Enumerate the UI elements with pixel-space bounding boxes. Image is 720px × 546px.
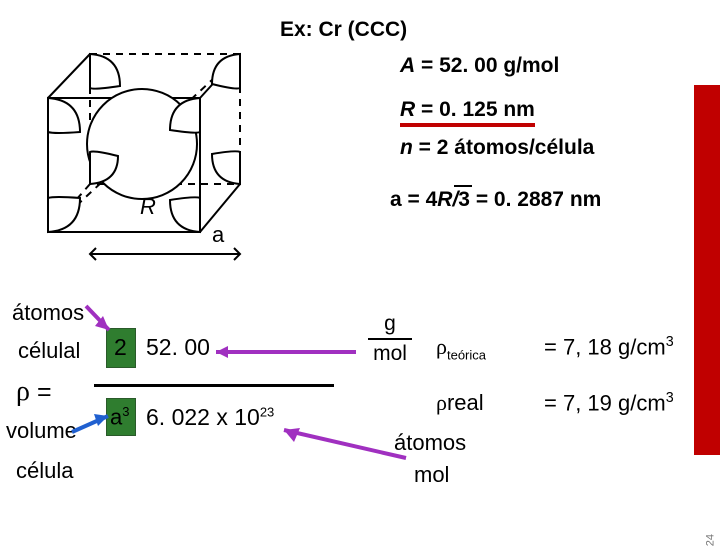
param-R: R = 0. 125 nm: [400, 98, 535, 127]
rho-real-value: = 7, 19 g/cm3: [544, 390, 674, 416]
unit-g-per-mol: g mol: [368, 312, 412, 366]
numerator-A: 52. 00: [146, 334, 210, 361]
diagram-R-label: R: [140, 194, 156, 220]
param-A: A = 52. 00 g/mol: [400, 54, 559, 78]
fraction-bar: [94, 384, 334, 387]
numerator-n: 2: [114, 334, 127, 361]
label-atoms-top: átomos: [12, 300, 84, 326]
label-atomos-bottom: átomos: [394, 430, 466, 456]
denominator-a3: a3: [110, 404, 129, 430]
rho-real-label: ρreal: [436, 390, 484, 416]
rho-teorica-label: ρteórica: [436, 334, 486, 362]
rho-equals: ρ =: [16, 376, 52, 408]
slide-title: Ex: Cr (CCC): [280, 18, 407, 42]
arrow-A-to-gmol: [206, 342, 366, 362]
label-mol-bottom: mol: [414, 462, 449, 488]
label-celulal: célulal: [18, 338, 80, 364]
diagram-a-label: a: [212, 222, 224, 248]
density-equation: átomos célulal ρ = volume célula 2 52. 0…: [6, 300, 706, 530]
label-volume: volume: [6, 418, 77, 444]
param-a: a = 4R/3 = 0. 2887 nm: [390, 188, 601, 212]
denominator-NA: 6. 022 x 1023: [146, 404, 274, 431]
bcc-diagram: [20, 44, 280, 274]
param-n: n = 2 átomos/célula: [400, 136, 594, 160]
label-celula: célula: [16, 458, 73, 484]
rho-teorica-value: = 7, 18 g/cm3: [544, 334, 674, 360]
page-number: 24: [704, 534, 716, 546]
